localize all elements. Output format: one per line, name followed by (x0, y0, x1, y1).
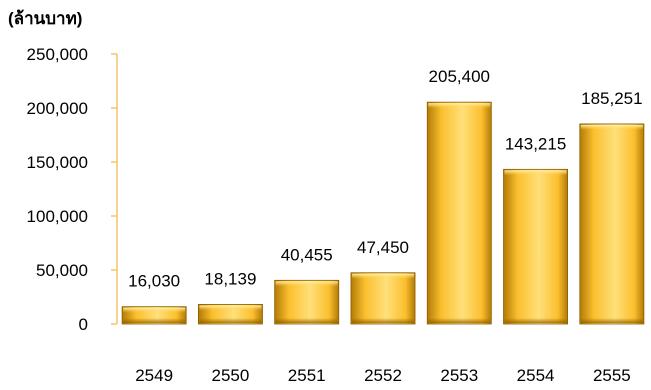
data-label: 40,455 (281, 245, 333, 264)
y-tick-label: 0 (79, 315, 88, 334)
x-tick-label: 2551 (288, 366, 326, 385)
data-labels: 16,030 18,139 40,455 47,450 205,400 143,215 18… (128, 67, 642, 291)
bar-bevel-top (199, 305, 262, 311)
x-tick-label: 2554 (517, 366, 555, 385)
bar-bevel-top (123, 307, 186, 313)
bar-2551 (274, 279, 340, 325)
x-tick-label: 2553 (440, 366, 478, 385)
data-label: 185,251 (581, 89, 642, 108)
bar-body (579, 123, 645, 325)
bar-2550 (197, 304, 263, 325)
bar-bevel-bottom (504, 318, 567, 323)
y-tick-label: 150,000 (27, 153, 88, 172)
data-label: 205,400 (429, 67, 490, 86)
bar-body (350, 272, 416, 325)
x-axis: 2549 2550 2551 2552 2553 2554 2555 (135, 366, 631, 385)
data-label: 47,450 (357, 238, 409, 257)
bar-body (274, 279, 340, 325)
bar-bevel-top (351, 273, 415, 279)
x-tick-label: 2552 (364, 366, 402, 385)
bar-2555 (579, 123, 645, 325)
bar-bevel-top (428, 103, 491, 109)
bar-2552 (350, 272, 416, 325)
bar-bevel-top (275, 281, 338, 287)
bar-body (503, 168, 569, 325)
bars (121, 101, 645, 325)
bar-body (426, 101, 492, 325)
bar-bevel-bottom (123, 318, 186, 323)
unit-label: (ล้านบาท) (8, 9, 82, 28)
bar-bevel-bottom (275, 318, 338, 323)
y-tick-label: 50,000 (36, 261, 88, 280)
data-label: 143,215 (505, 134, 566, 153)
y-tick-label: 250,000 (27, 45, 88, 64)
data-label: 18,139 (204, 269, 256, 288)
x-tick-label: 2550 (212, 366, 250, 385)
x-tick-label: 2555 (593, 366, 631, 385)
bar-2554 (503, 168, 569, 325)
bar-bevel-bottom (199, 318, 262, 323)
data-label: 16,030 (128, 272, 180, 291)
bar-2553 (426, 101, 492, 325)
bar-2549 (121, 306, 187, 325)
bar-bevel-top (580, 124, 643, 130)
bar-bevel-bottom (580, 318, 643, 323)
bar-bevel-bottom (351, 318, 415, 323)
x-tick-label: 2549 (135, 366, 173, 385)
bar-bevel-bottom (428, 318, 491, 323)
y-tick-label: 100,000 (27, 207, 88, 226)
bar-bevel-top (504, 170, 567, 176)
y-axis: 0 50,000 100,000 150,000 200,000 250,000 (27, 45, 118, 334)
y-tick-label: 200,000 (27, 99, 88, 118)
